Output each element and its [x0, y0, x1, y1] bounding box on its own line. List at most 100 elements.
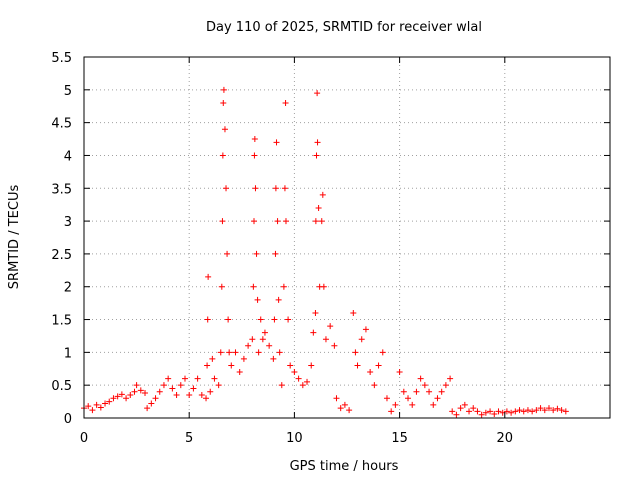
data-point: [327, 323, 334, 330]
data-point: [308, 362, 315, 369]
data-point: [545, 405, 552, 412]
data-points: [81, 86, 569, 418]
data-point: [434, 395, 441, 402]
data-point: [474, 408, 481, 415]
data-point: [106, 398, 113, 405]
data-point: [333, 395, 340, 402]
data-point: [271, 316, 278, 323]
data-point: [282, 99, 289, 106]
data-point: [102, 400, 109, 407]
y-tick-label: 5: [64, 84, 72, 99]
data-point: [320, 283, 327, 290]
data-point: [367, 369, 374, 376]
data-point: [405, 395, 412, 402]
y-tick-label: 4.5: [51, 117, 72, 132]
data-point: [226, 349, 233, 356]
data-point: [221, 126, 228, 133]
data-point: [127, 392, 134, 399]
data-point: [319, 191, 326, 198]
data-point: [137, 387, 144, 394]
data-point: [453, 411, 460, 418]
data-point: [426, 388, 433, 395]
data-point: [198, 392, 205, 399]
data-point: [224, 250, 231, 257]
data-point: [388, 408, 395, 415]
data-point: [310, 329, 317, 336]
data-point: [253, 250, 260, 257]
y-tick-label: 1: [64, 346, 72, 361]
data-point: [252, 185, 259, 192]
y-tick-label: 1.5: [51, 314, 72, 329]
data-point: [240, 355, 247, 362]
data-point: [169, 385, 176, 392]
data-point: [211, 375, 218, 382]
data-point: [203, 395, 210, 402]
data-point: [257, 316, 264, 323]
x-tick-label: 20: [497, 431, 514, 446]
data-point: [225, 316, 232, 323]
data-point: [152, 395, 159, 402]
data-point: [249, 336, 256, 343]
data-point: [495, 408, 502, 415]
data-point: [281, 185, 288, 192]
data-point: [181, 375, 188, 382]
data-point: [354, 362, 361, 369]
data-point: [251, 152, 258, 159]
y-tick-label: 2.5: [51, 248, 72, 263]
data-point: [295, 375, 302, 382]
data-point: [318, 218, 325, 225]
x-axis-label: GPS time / hours: [290, 459, 399, 474]
data-point: [273, 139, 280, 146]
data-point: [352, 349, 359, 356]
data-point: [346, 407, 353, 414]
data-point: [371, 382, 378, 389]
data-point: [449, 408, 456, 415]
data-point: [313, 152, 320, 159]
y-tick-label: 0.5: [51, 379, 72, 394]
data-point: [447, 375, 454, 382]
data-point: [272, 250, 279, 257]
y-tick-label: 3: [64, 215, 72, 230]
data-point: [291, 369, 298, 376]
data-point: [487, 408, 494, 415]
data-point: [482, 409, 489, 416]
data-point: [533, 407, 540, 414]
data-point: [219, 152, 226, 159]
data-point: [219, 218, 226, 225]
data-point: [417, 375, 424, 382]
data-point: [89, 407, 96, 414]
data-point: [165, 375, 172, 382]
data-point: [457, 405, 464, 412]
data-point: [392, 401, 399, 408]
data-point: [421, 382, 428, 389]
data-point: [228, 362, 235, 369]
data-point: [110, 395, 117, 402]
data-point: [209, 355, 216, 362]
data-point: [287, 362, 294, 369]
data-point: [254, 296, 261, 303]
data-point: [186, 392, 193, 399]
data-point: [413, 388, 420, 395]
data-point: [461, 401, 468, 408]
data-point: [299, 382, 306, 389]
y-tick-label: 3.5: [51, 182, 72, 197]
data-point: [144, 405, 151, 412]
data-point: [537, 405, 544, 412]
data-point: [266, 342, 273, 349]
data-point: [438, 388, 445, 395]
data-point: [133, 382, 140, 389]
data-point: [275, 296, 282, 303]
data-point: [524, 407, 531, 414]
data-point: [282, 218, 289, 225]
data-point: [232, 349, 239, 356]
data-point: [156, 388, 163, 395]
plot-frame: [83, 56, 611, 419]
data-point: [280, 283, 287, 290]
data-point: [118, 391, 125, 398]
data-point: [97, 404, 104, 411]
data-point: [205, 273, 212, 280]
data-point: [409, 401, 416, 408]
data-point: [314, 90, 321, 97]
data-point: [259, 336, 266, 343]
data-point: [93, 401, 100, 408]
